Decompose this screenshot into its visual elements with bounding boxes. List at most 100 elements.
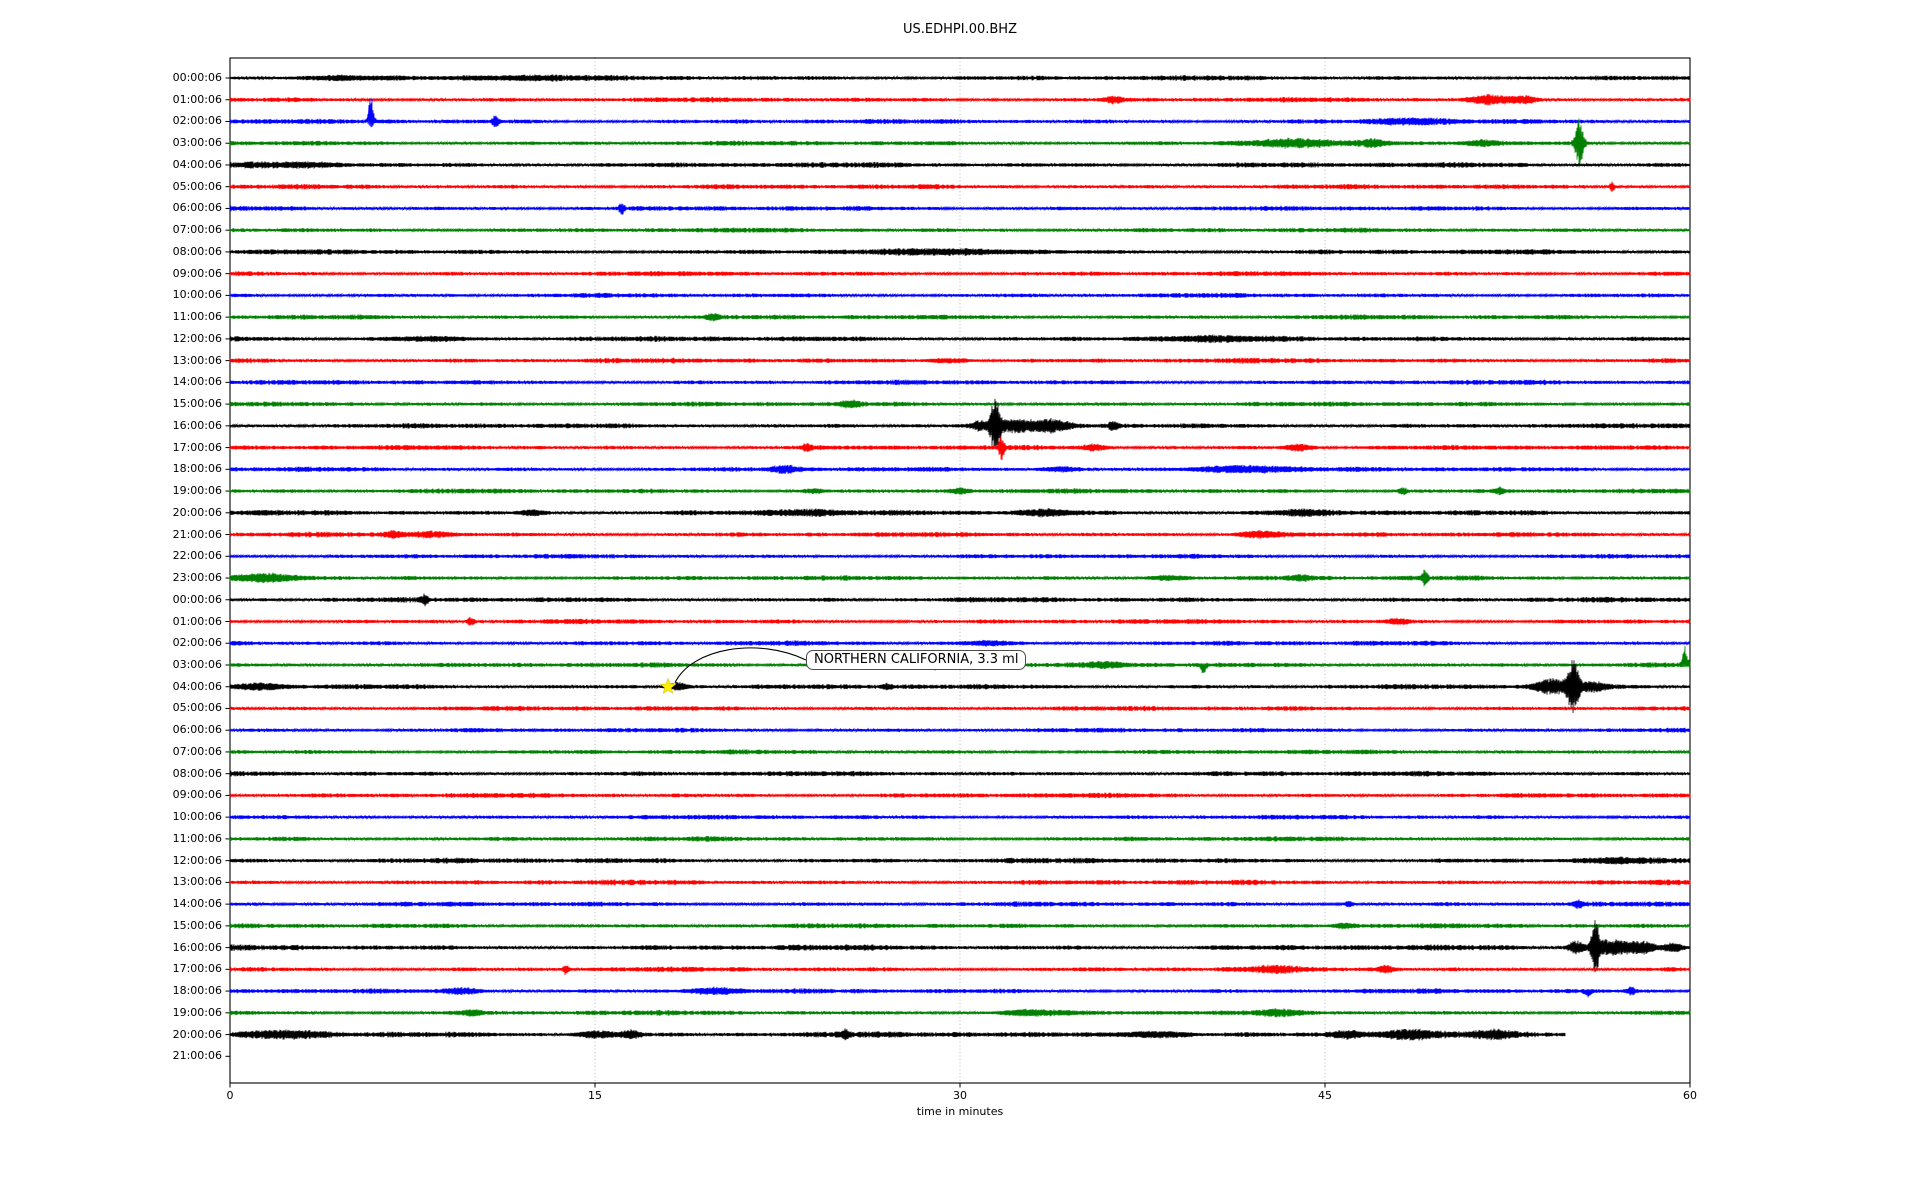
event-annotation-text: NORTHERN CALIFORNIA, 3.3 ml — [814, 652, 1019, 667]
trace-row-30 — [229, 727, 1691, 733]
y-axis-label: 02:00:06 — [172, 114, 222, 128]
y-axis-label: 00:00:06 — [172, 71, 222, 84]
y-axis-label: 08:00:06 — [172, 766, 222, 780]
trace-row-11 — [229, 313, 1691, 322]
y-axis-label: 02:00:06 — [172, 636, 222, 650]
trace-row-17 — [229, 435, 1691, 461]
y-axis-label: 10:00:06 — [172, 288, 222, 302]
y-axis-label: 10:00:06 — [172, 810, 222, 824]
trace-row-32 — [229, 770, 1691, 777]
trace-row-16 — [229, 398, 1691, 448]
trace-row-44 — [229, 1028, 1566, 1041]
event-star-marker — [659, 677, 677, 694]
y-axis-label: 04:00:06 — [172, 679, 222, 693]
y-axis-label: 06:00:06 — [172, 723, 222, 737]
y-axis-label: 01:00:06 — [172, 614, 222, 628]
y-axis-label: 15:00:06 — [172, 397, 222, 411]
trace-row-18 — [229, 464, 1691, 475]
y-axis-label: 12:00:06 — [172, 331, 222, 345]
trace-row-40 — [229, 920, 1691, 973]
y-axis-label: 21:00:06 — [172, 527, 222, 541]
axes-border — [229, 57, 1691, 1084]
trace-row-26 — [229, 639, 1691, 647]
y-axis-label: 12:00:06 — [172, 853, 222, 867]
trace-row-41 — [229, 964, 1691, 976]
trace-row-5 — [229, 181, 1691, 192]
y-axis-label: 06:00:06 — [172, 201, 222, 215]
y-axis-label: 05:00:06 — [172, 701, 222, 715]
y-axis-label: 00:00:06 — [172, 592, 222, 606]
y-axis-label: 16:00:06 — [172, 940, 222, 954]
trace-row-34 — [229, 814, 1691, 820]
trace-row-35 — [229, 836, 1691, 842]
trace-row-1 — [229, 94, 1691, 106]
trace-row-22 — [229, 553, 1691, 560]
trace-row-36 — [229, 856, 1691, 865]
y-axis-label: 13:00:06 — [172, 353, 222, 367]
trace-row-42 — [229, 986, 1691, 998]
y-axis-label: 04:00:06 — [172, 157, 222, 171]
trace-row-19 — [229, 486, 1691, 496]
trace-row-12 — [229, 334, 1691, 344]
y-axis-label: 14:00:06 — [172, 375, 222, 389]
y-axis-label: 15:00:06 — [172, 918, 222, 932]
trace-row-39 — [229, 922, 1691, 930]
y-axis-label: 18:00:06 — [172, 462, 222, 476]
trace-row-29 — [229, 705, 1691, 712]
trace-row-7 — [229, 227, 1691, 233]
trace-row-9 — [229, 270, 1691, 277]
y-axis-label: 09:00:06 — [172, 788, 222, 802]
annotation-arrow — [674, 647, 807, 683]
x-axis-label: time in minutes — [916, 1105, 1004, 1118]
trace-row-0 — [229, 74, 1691, 82]
trace-row-13 — [229, 357, 1691, 364]
y-axis-label: 19:00:06 — [172, 484, 222, 498]
y-axis-label: 11:00:06 — [172, 310, 222, 324]
y-axis-label: 19:00:06 — [172, 1005, 222, 1019]
y-axis-label: 18:00:06 — [172, 984, 222, 998]
trace-row-43 — [229, 1008, 1691, 1018]
y-axis-label: 05:00:06 — [172, 179, 222, 193]
y-axis-label: 09:00:06 — [172, 266, 222, 280]
trace-row-31 — [229, 749, 1691, 755]
y-axis-label: 03:00:06 — [172, 657, 222, 671]
trace-row-28 — [229, 660, 1691, 714]
y-axis-label: 07:00:06 — [172, 744, 222, 758]
y-axis-label: 07:00:06 — [172, 223, 222, 237]
event-annotation-callout: NORTHERN CALIFORNIA, 3.3 ml — [806, 650, 1027, 670]
chart-title: US.EDHPI.00.BHZ — [903, 22, 1017, 37]
y-axis-label: 20:00:06 — [172, 505, 222, 519]
y-axis-label: 13:00:06 — [172, 875, 222, 889]
y-axis-label: 03:00:06 — [172, 136, 222, 150]
y-axis-label: 17:00:06 — [172, 440, 222, 454]
trace-row-10 — [229, 292, 1691, 299]
trace-row-6 — [229, 203, 1691, 215]
trace-row-20 — [229, 508, 1691, 518]
y-axis-label: 14:00:06 — [172, 897, 222, 911]
x-axis-tick-label: 30 — [953, 1089, 967, 1102]
trace-row-23 — [229, 569, 1691, 587]
x-axis-tick-label: 45 — [1318, 1089, 1332, 1102]
trace-row-15 — [229, 399, 1691, 409]
x-axis-tick-label: 60 — [1683, 1089, 1697, 1102]
y-axis-label: 23:00:06 — [172, 571, 222, 585]
x-axis-tick-label: 0 — [226, 1089, 234, 1102]
trace-row-4 — [229, 161, 1691, 169]
trace-row-37 — [229, 879, 1691, 886]
trace-row-24 — [229, 593, 1691, 607]
trace-row-33 — [229, 792, 1691, 799]
y-axis-label: 17:00:06 — [172, 962, 222, 976]
y-axis-label: 22:00:06 — [172, 549, 222, 563]
trace-row-14 — [229, 379, 1691, 386]
y-axis-label: 11:00:06 — [172, 831, 222, 845]
y-axis-label: 21:00:06 — [172, 1049, 222, 1063]
trace-row-3 — [229, 118, 1691, 168]
y-axis-label: 16:00:06 — [172, 418, 222, 432]
trace-row-21 — [229, 529, 1691, 539]
trace-row-25 — [229, 617, 1691, 626]
x-axis-tick-label: 15 — [588, 1089, 602, 1102]
trace-row-38 — [229, 899, 1691, 910]
trace-row-8 — [229, 248, 1691, 256]
